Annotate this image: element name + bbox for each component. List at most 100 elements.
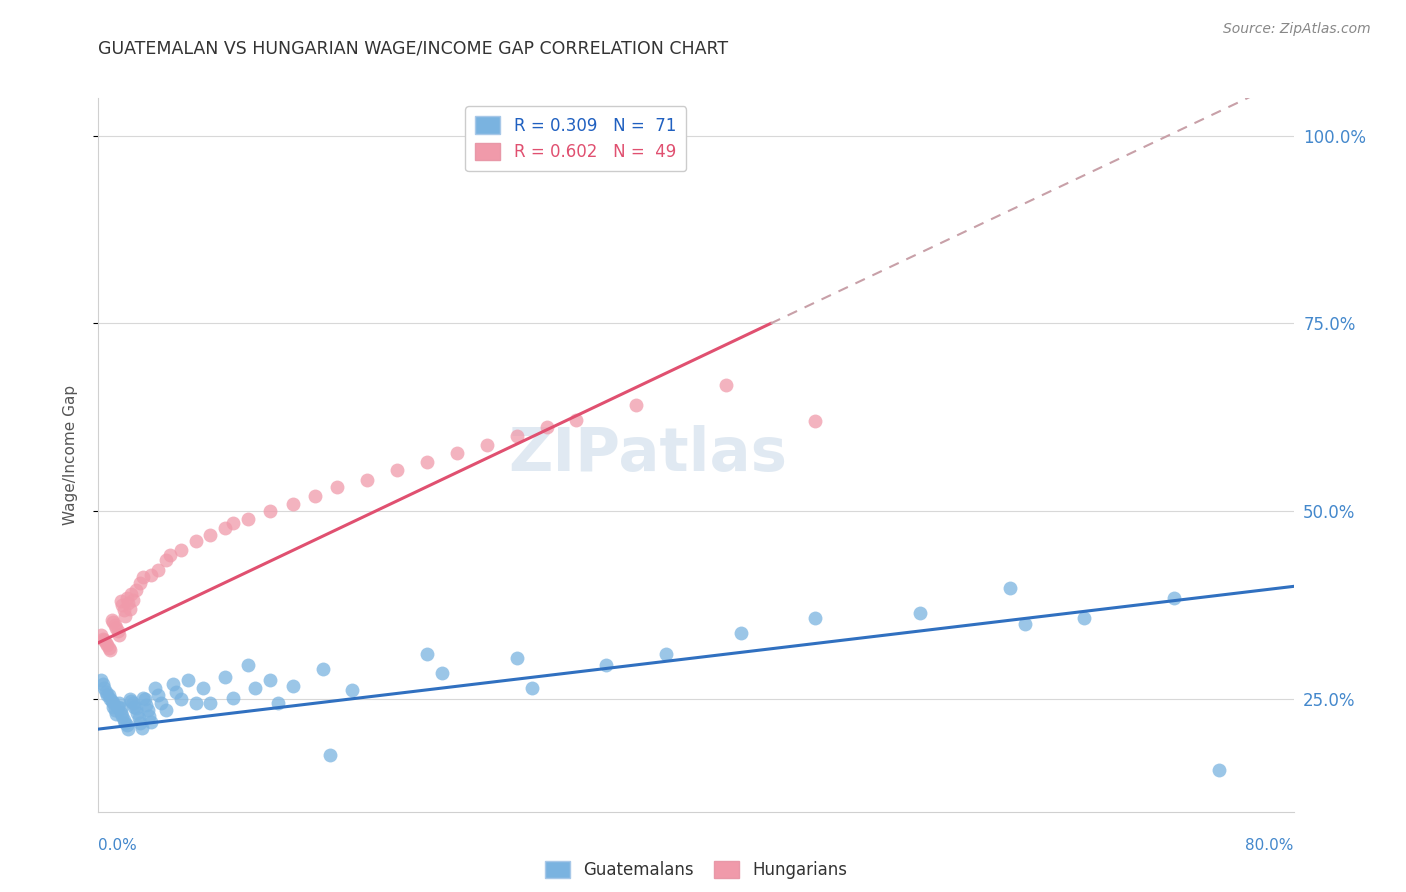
- Point: [96, 688, 118, 702]
- Point: [111, 598, 134, 612]
- Point: [139, 714, 162, 729]
- Legend: Guatemalans, Hungarians: Guatemalans, Hungarians: [538, 854, 853, 886]
- Point: [118, 602, 141, 616]
- Point: [128, 711, 150, 725]
- Point: [655, 647, 678, 661]
- Point: [177, 673, 200, 688]
- Point: [245, 681, 267, 695]
- Point: [132, 690, 155, 705]
- Point: [121, 696, 143, 710]
- Point: [111, 708, 134, 723]
- Point: [104, 618, 127, 632]
- Point: [131, 721, 153, 735]
- Point: [117, 722, 139, 736]
- Point: [107, 624, 129, 639]
- Point: [132, 570, 155, 584]
- Point: [138, 708, 160, 723]
- Point: [259, 504, 281, 518]
- Point: [90, 673, 112, 688]
- Point: [714, 378, 737, 392]
- Point: [267, 696, 290, 710]
- Point: [100, 692, 122, 706]
- Text: Source: ZipAtlas.com: Source: ZipAtlas.com: [1223, 22, 1371, 37]
- Point: [120, 693, 142, 707]
- Point: [105, 707, 128, 722]
- Point: [184, 696, 207, 710]
- Point: [169, 692, 191, 706]
- Text: 0.0%: 0.0%: [98, 838, 138, 854]
- Point: [506, 429, 529, 443]
- Point: [93, 681, 115, 695]
- Point: [121, 593, 143, 607]
- Point: [101, 613, 124, 627]
- Point: [129, 575, 152, 590]
- Point: [115, 591, 138, 605]
- Point: [626, 398, 648, 412]
- Point: [94, 684, 117, 698]
- Point: [165, 684, 187, 698]
- Point: [259, 673, 281, 688]
- Point: [112, 713, 135, 727]
- Point: [118, 692, 141, 706]
- Point: [281, 679, 304, 693]
- Point: [104, 703, 127, 717]
- Point: [1014, 616, 1036, 631]
- Point: [117, 596, 139, 610]
- Point: [311, 662, 333, 676]
- Point: [200, 528, 222, 542]
- Point: [129, 716, 152, 731]
- Point: [136, 703, 159, 717]
- Point: [97, 688, 120, 702]
- Point: [110, 701, 132, 715]
- Point: [125, 583, 148, 598]
- Point: [908, 606, 931, 620]
- Point: [326, 480, 349, 494]
- Point: [446, 445, 468, 459]
- Point: [159, 548, 181, 562]
- Point: [520, 681, 543, 695]
- Point: [112, 603, 135, 617]
- Point: [139, 568, 162, 582]
- Point: [214, 669, 236, 683]
- Point: [222, 516, 245, 530]
- Point: [214, 521, 236, 535]
- Point: [730, 626, 752, 640]
- Point: [475, 438, 498, 452]
- Point: [281, 497, 304, 511]
- Point: [155, 553, 177, 567]
- Point: [236, 658, 259, 673]
- Point: [124, 699, 146, 714]
- Point: [565, 412, 588, 426]
- Point: [162, 677, 184, 691]
- Point: [105, 621, 128, 635]
- Point: [90, 628, 112, 642]
- Point: [120, 587, 142, 601]
- Text: GUATEMALAN VS HUNGARIAN WAGE/INCOME GAP CORRELATION CHART: GUATEMALAN VS HUNGARIAN WAGE/INCOME GAP …: [98, 40, 728, 58]
- Point: [114, 716, 136, 731]
- Point: [101, 693, 124, 707]
- Point: [1208, 764, 1230, 778]
- Point: [304, 489, 326, 503]
- Text: ZIPatlas: ZIPatlas: [509, 425, 787, 484]
- Point: [135, 698, 157, 712]
- Point: [184, 534, 207, 549]
- Point: [108, 628, 131, 642]
- Point: [169, 543, 191, 558]
- Point: [110, 594, 132, 608]
- Point: [506, 650, 529, 665]
- Point: [385, 463, 409, 477]
- Point: [416, 455, 439, 469]
- Point: [222, 690, 245, 705]
- Point: [103, 699, 125, 714]
- Point: [127, 706, 149, 720]
- Point: [150, 696, 173, 710]
- Point: [200, 696, 222, 710]
- Point: [108, 696, 131, 710]
- Point: [93, 633, 115, 648]
- Point: [148, 563, 170, 577]
- Y-axis label: Wage/Income Gap: Wage/Income Gap: [63, 384, 77, 525]
- Point: [1073, 611, 1095, 625]
- Point: [191, 681, 214, 695]
- Point: [319, 748, 342, 763]
- Point: [148, 688, 170, 702]
